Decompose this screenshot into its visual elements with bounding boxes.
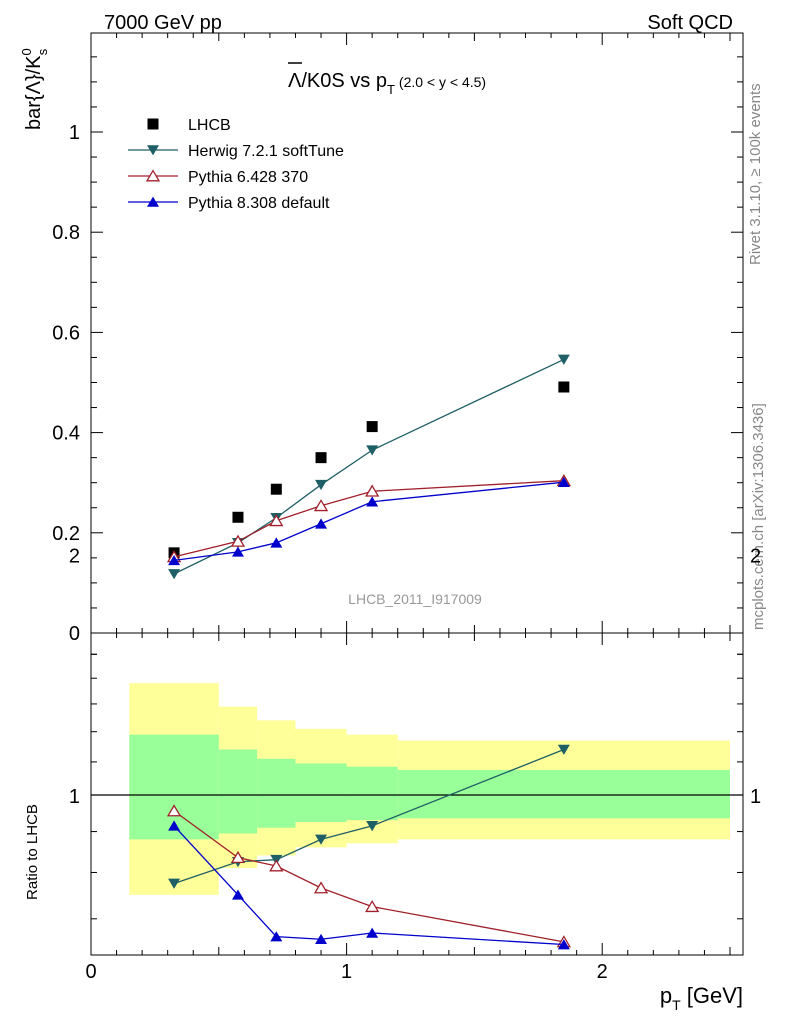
- analysis-watermark: LHCB_2011_I917009: [348, 591, 482, 607]
- ratio-point-pythia-6-428-370: [365, 899, 380, 913]
- point-pythia-8-308-default: [231, 546, 244, 557]
- legend-marker: [147, 118, 159, 130]
- ratio-panel-ticks: 0.50.51122012: [69, 545, 761, 983]
- stat-uncertainty-band: [257, 758, 296, 828]
- ratio-panel-bands: [91, 683, 743, 895]
- stat-uncertainty-band: [397, 769, 730, 819]
- point-herwig-7-2-1-softtune: [315, 479, 328, 491]
- y-axis-label-main: bar{Λ}/K0s: [19, 48, 50, 130]
- ratio-y-tick-label-right: 1: [750, 786, 761, 808]
- ratio-point-pythia-6-428-370: [166, 804, 182, 817]
- legend-marker: [147, 196, 159, 207]
- x-tick-label: 1: [341, 961, 352, 983]
- main-panel-series: [166, 354, 571, 580]
- point-herwig-7-2-1-softtune: [557, 354, 570, 365]
- ratio-point-pythia-8-308-default: [315, 933, 328, 945]
- point-herwig-7-2-1-softtune: [168, 569, 181, 580]
- ratio-panel-series: [166, 744, 571, 950]
- y-tick-label: 0.6: [52, 322, 80, 344]
- legend-marker: [147, 145, 159, 156]
- point-herwig-7-2-1-softtune: [366, 445, 379, 456]
- legend-label: Pythia 6.428 370: [188, 169, 308, 186]
- point-pythia-8-308-default: [270, 537, 283, 548]
- series-line-pythia-6-428-370: [173, 480, 564, 558]
- ratio-point-pythia-8-308-default: [270, 931, 283, 942]
- ratio-point-pythia-6-428-370: [313, 881, 329, 894]
- point-pythia-6-428-370: [230, 534, 246, 547]
- point-lhcb: [366, 421, 378, 433]
- ratio-point-herwig-7-2-1-softtune: [366, 821, 379, 832]
- series-line-herwig-7-2-1-softtune: [173, 358, 565, 575]
- ratio-point-pythia-6-428-370: [269, 859, 284, 872]
- ratio-point-pythia-8-308-default: [557, 939, 570, 950]
- ratio-point-herwig-7-2-1-softtune: [557, 744, 570, 755]
- ratio-point-pythia-6-428-370: [230, 850, 246, 864]
- legend-label: LHCB: [188, 117, 231, 134]
- legend-item-lhcb: LHCB: [147, 117, 231, 134]
- ratio-y-tick-label: 2: [69, 545, 80, 567]
- ratio-panel-frame: [90, 632, 744, 956]
- legend-marker: [145, 169, 161, 182]
- header-right: Soft QCD: [647, 12, 733, 34]
- y-tick-label: 0.8: [52, 222, 80, 244]
- point-pythia-6-428-370: [365, 484, 380, 497]
- stat-uncertainty-band: [346, 766, 398, 821]
- point-lhcb: [270, 483, 282, 495]
- ratio-point-pythia-8-308-default: [366, 927, 379, 938]
- x-axis-label: pT [GeV]: [660, 983, 743, 1013]
- ratio-line-herwig-7-2-1-softtune: [173, 748, 565, 885]
- stat-uncertainty-band: [295, 763, 347, 823]
- ratio-point-herwig-7-2-1-softtune: [168, 878, 181, 889]
- legend-item-pythia-6-428-370: Pythia 6.428 370: [128, 169, 308, 186]
- legend-label: Herwig 7.2.1 softTune: [188, 143, 344, 160]
- stat-uncertainty-band: [218, 749, 258, 834]
- point-pythia-6-428-370: [313, 499, 329, 512]
- rivet-label: Rivet 3.1.10, ≥ 100k events: [747, 83, 764, 265]
- point-pythia-8-308-default: [168, 554, 181, 566]
- ratio-line-pythia-8-308-default: [173, 825, 564, 946]
- y-axis-label-ratio: Ratio to LHCB: [24, 804, 41, 900]
- chart-title: Λ/K0S vs pT (2.0 < y < 4.5): [288, 62, 486, 97]
- y-tick-label: 0.4: [52, 423, 80, 445]
- point-pythia-6-428-370: [269, 514, 284, 527]
- point-pythia-8-308-default: [366, 496, 379, 507]
- y-tick-label: 0.2: [52, 523, 80, 545]
- legend-item-herwig-7-2-1-softtune: Herwig 7.2.1 softTune: [128, 143, 344, 160]
- x-tick-label: 2: [597, 961, 608, 983]
- ratio-point-pythia-8-308-default: [168, 820, 181, 831]
- ratio-point-pythia-8-308-default: [231, 889, 244, 900]
- point-lhcb: [232, 511, 244, 523]
- title-text: Λ/K0S vs pT (2.0 < y < 4.5): [288, 70, 486, 97]
- point-lhcb: [315, 452, 327, 464]
- legend: LHCB Herwig 7.2.1 softTune Pythia 6.428 37…: [128, 117, 344, 212]
- ratio-point-herwig-7-2-1-softtune: [315, 834, 328, 845]
- header-left: 7000 GeV pp: [104, 12, 222, 34]
- ratio-line-pythia-6-428-370: [173, 810, 564, 943]
- ratio-y-tick-label-right: 2: [750, 545, 761, 567]
- y-tick-label: 1: [69, 122, 80, 144]
- legend-item-pythia-8-308-default: Pythia 8.308 default: [128, 195, 330, 212]
- y-tick-label: 0: [69, 623, 80, 645]
- series-line-pythia-8-308-default: [173, 481, 564, 561]
- point-pythia-8-308-default: [315, 518, 328, 529]
- ratio-y-tick-label: 1: [69, 786, 80, 808]
- legend-label: Pythia 8.308 default: [188, 195, 330, 212]
- point-lhcb: [558, 381, 570, 393]
- x-tick-label: 0: [85, 961, 96, 983]
- mcplots-label: mcplots.cern.ch [arXiv:1306.3436]: [750, 403, 767, 630]
- point-pythia-8-308-default: [557, 476, 570, 487]
- main-panel-ticks: 0 0.2 0.4 0.6 0.8 1: [52, 33, 743, 645]
